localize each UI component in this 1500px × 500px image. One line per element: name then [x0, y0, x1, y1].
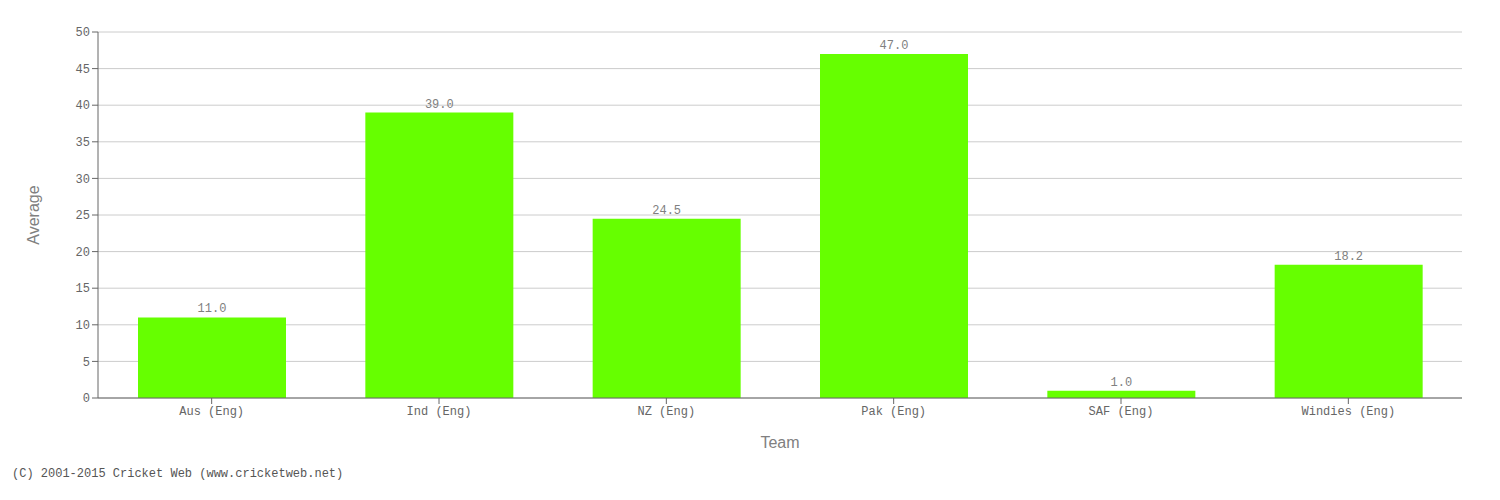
svg-text:39.0: 39.0: [425, 98, 454, 112]
svg-text:5: 5: [83, 356, 90, 370]
svg-text:NZ (Eng): NZ (Eng): [638, 405, 696, 419]
svg-text:20: 20: [76, 246, 90, 260]
svg-text:Pak (Eng): Pak (Eng): [861, 405, 926, 419]
svg-text:Average: Average: [25, 185, 42, 244]
svg-text:45: 45: [76, 63, 90, 77]
svg-text:0: 0: [83, 392, 90, 406]
svg-text:Aus (Eng): Aus (Eng): [179, 405, 244, 419]
svg-text:40: 40: [76, 99, 90, 113]
svg-text:50: 50: [76, 26, 90, 40]
svg-text:Team: Team: [760, 434, 799, 451]
svg-text:30: 30: [76, 173, 90, 187]
svg-text:15: 15: [76, 282, 90, 296]
html-text:(C) 2001-2015 Cricket Web (www: (C) 2001-2015 Cricket Web (www.cricketwe…: [12, 467, 344, 481]
svg-text:SAF (Eng): SAF (Eng): [1089, 405, 1154, 419]
svg-text:10: 10: [76, 319, 90, 333]
svg-text:1.0: 1.0: [1111, 376, 1133, 390]
svg-text:47.0: 47.0: [880, 39, 909, 53]
svg-text:Windies (Eng): Windies (Eng): [1302, 405, 1396, 419]
svg-text:11.0: 11.0: [198, 302, 227, 316]
svg-text:25: 25: [76, 209, 90, 223]
svg-text:35: 35: [76, 136, 90, 150]
svg-text:Ind (Eng): Ind (Eng): [407, 405, 472, 419]
svg-text:24.5: 24.5: [652, 204, 681, 218]
svg-text:18.2: 18.2: [1334, 250, 1363, 264]
